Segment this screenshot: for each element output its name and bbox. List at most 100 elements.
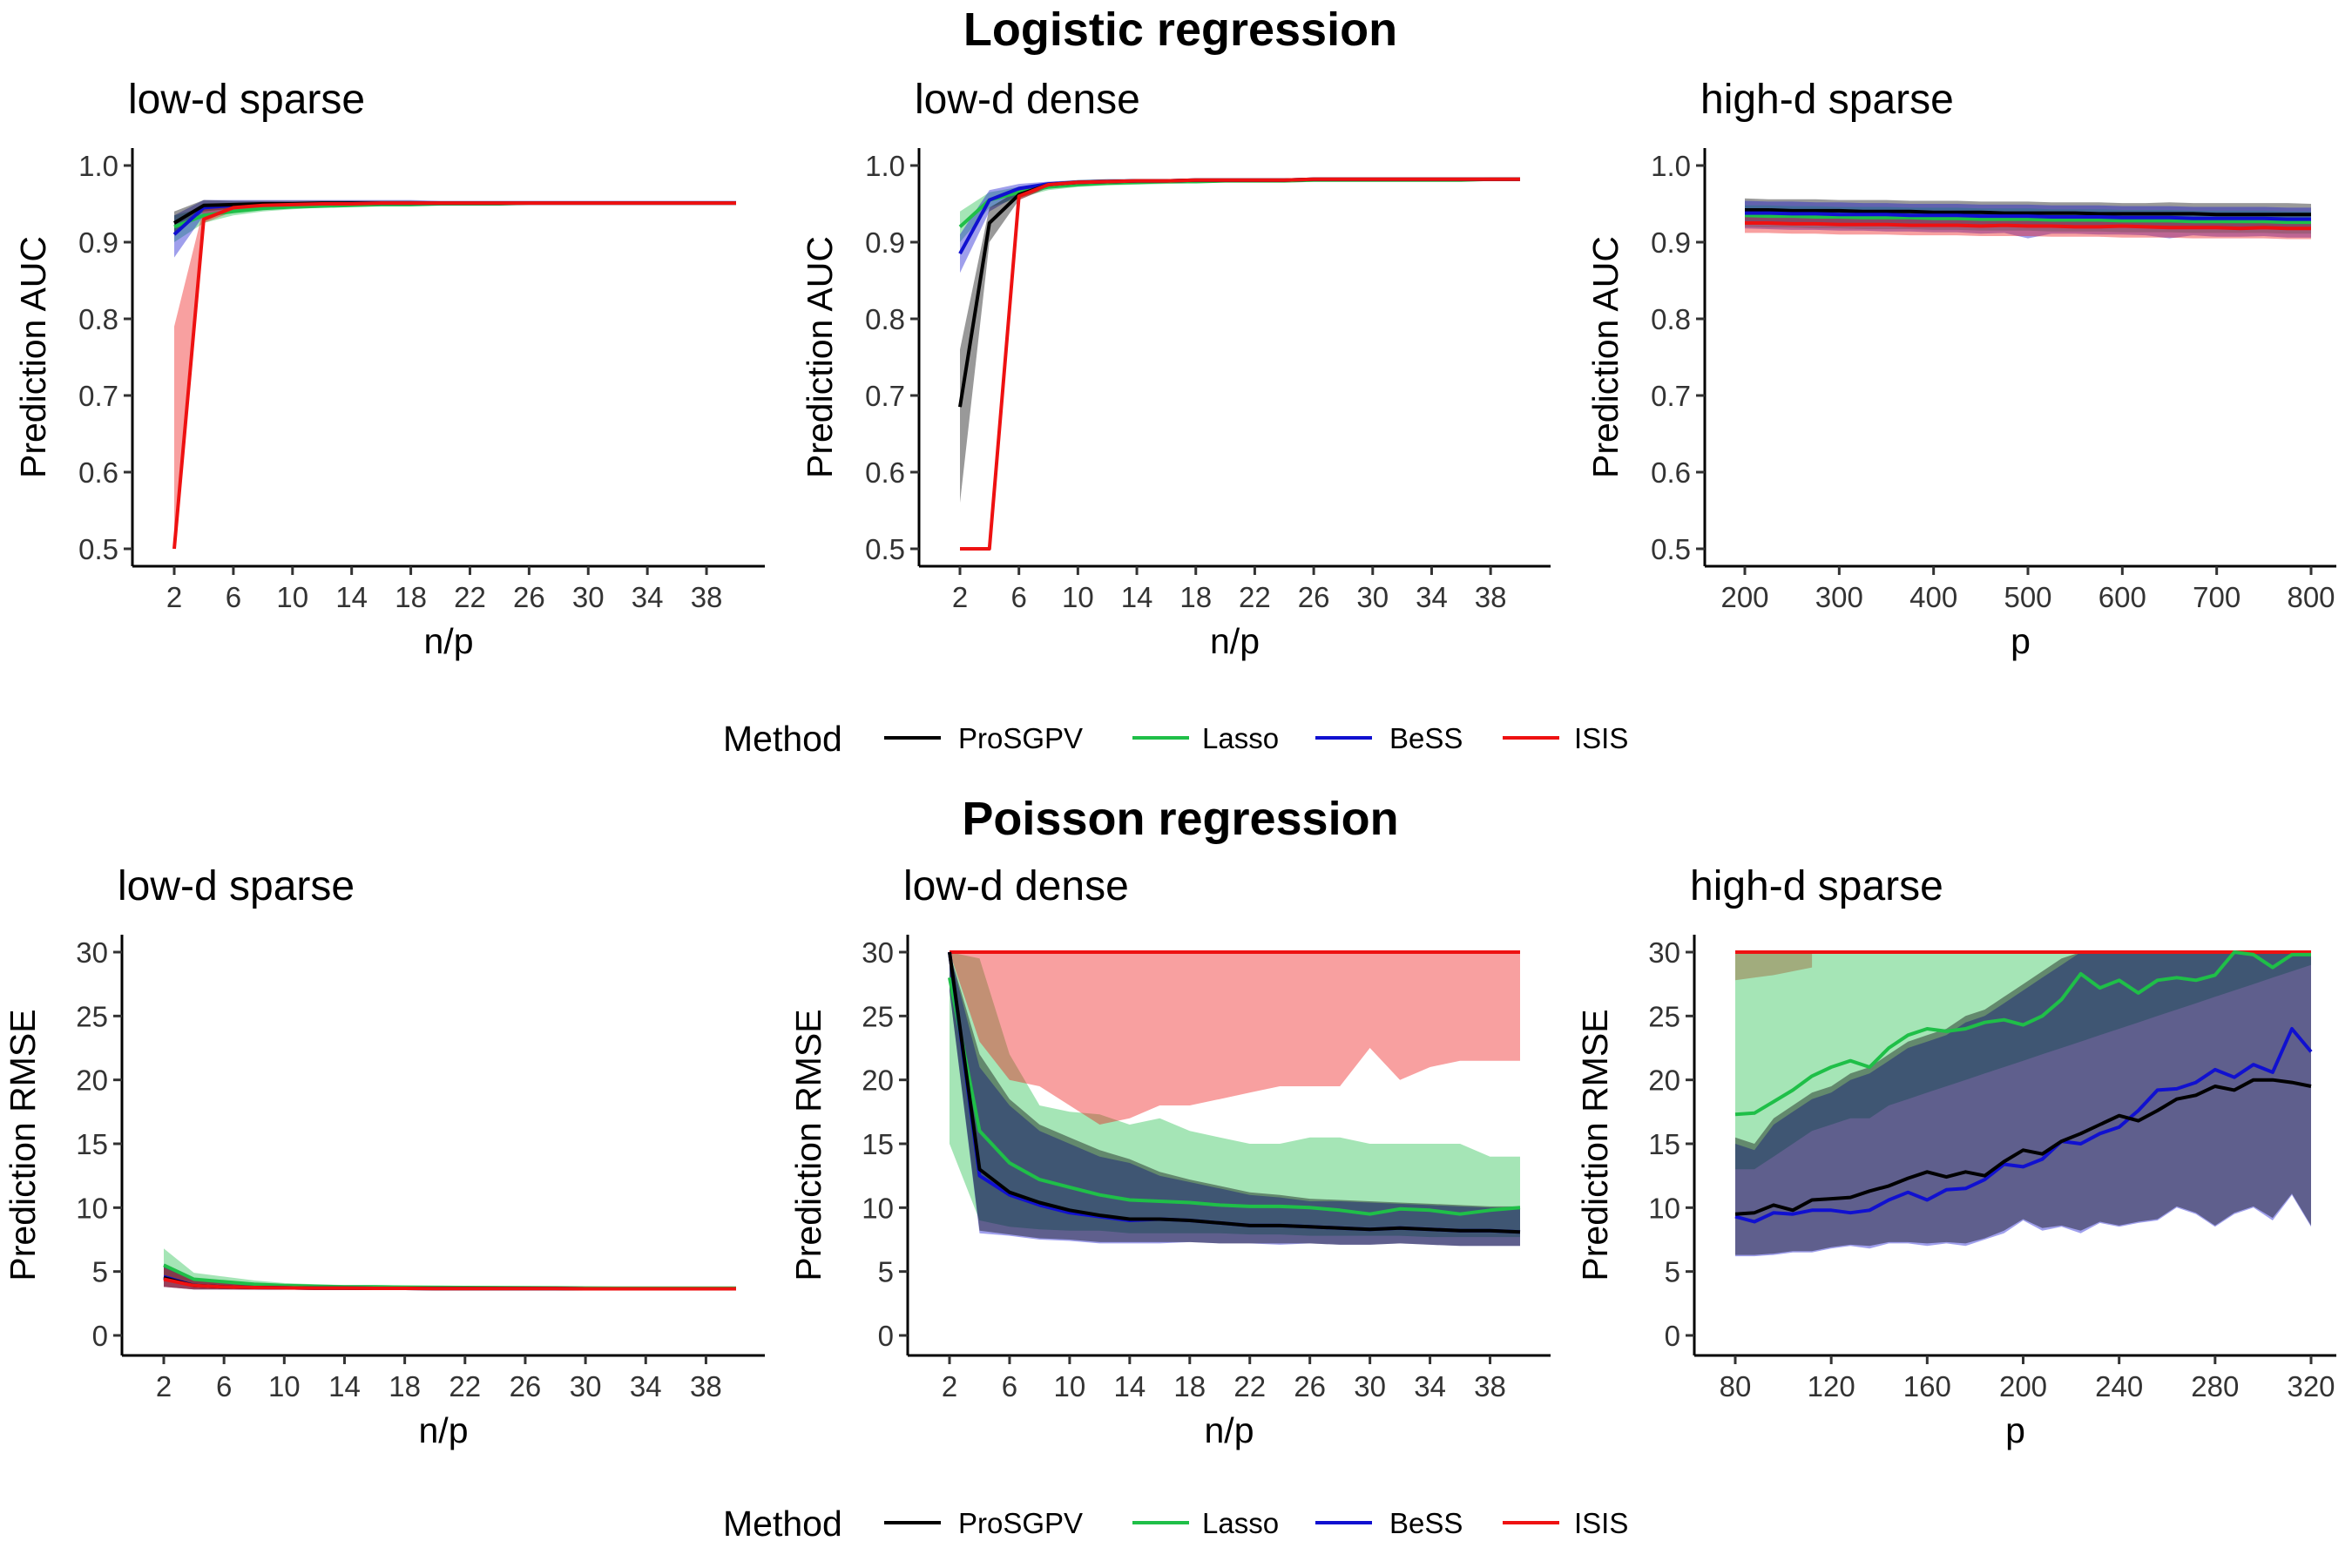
x-axis-title: n/p — [1210, 621, 1260, 661]
panel-title: low-d dense — [903, 863, 1129, 909]
legend-label-prosgpv: ProSGPV — [958, 1507, 1083, 1539]
y-tick-label: 1.0 — [865, 150, 905, 182]
x-tick-label: 2 — [166, 581, 182, 613]
x-tick-label: 22 — [1233, 1370, 1266, 1402]
y-tick-label: 1.0 — [1651, 150, 1691, 182]
x-tick-label: 10 — [276, 581, 308, 613]
x-tick-label: 320 — [2287, 1370, 2335, 1402]
legend-bottom: Method ProSGPV Lasso BeSS ISIS — [723, 1504, 1628, 1544]
y-tick-label: 30 — [1648, 936, 1680, 969]
x-tick-label: 34 — [1416, 581, 1448, 613]
y-tick-label: 5 — [878, 1256, 894, 1288]
x-tick-label: 10 — [1062, 581, 1094, 613]
x-tick-label: 6 — [1002, 1370, 1017, 1402]
band-bess — [1735, 952, 2311, 1257]
section-title-logistic: Logistic regression — [963, 3, 1397, 56]
x-tick-label: 26 — [1294, 1370, 1326, 1402]
x-tick-label: 280 — [2191, 1370, 2239, 1402]
y-tick-label: 30 — [862, 936, 894, 969]
line-bess — [1734, 1027, 2313, 1224]
band-prosgpv — [1735, 952, 2311, 1255]
x-tick-label: 22 — [454, 581, 486, 613]
x-axis-title: n/p — [424, 621, 474, 661]
panel-title: high-d sparse — [1690, 863, 1943, 909]
x-tick-label: 26 — [1298, 581, 1330, 613]
x-tick-label: 2 — [952, 581, 968, 613]
legend-label-lasso: Lasso — [1202, 1507, 1279, 1539]
x-tick-label: 34 — [632, 581, 664, 613]
x-axis-title: n/p — [419, 1410, 469, 1450]
band-lasso — [1735, 952, 2311, 1170]
band-isis — [960, 178, 1520, 549]
x-tick-label: 160 — [1903, 1370, 1951, 1402]
x-tick-label: 30 — [1354, 1370, 1386, 1402]
legend-label-lasso: Lasso — [1202, 722, 1279, 754]
legend-label-bess: BeSS — [1389, 1507, 1463, 1539]
panel-poisson-regression-high-d-sparse: high-d sparse 0 5 10 15 20 25 30 80 120 160 200 240 2… — [1575, 863, 2336, 1450]
y-tick-label: 0.7 — [78, 380, 118, 412]
plot-area — [163, 1248, 736, 1291]
panel-title: low-d dense — [915, 77, 1140, 123]
y-tick-label: 0 — [878, 1320, 894, 1352]
x-tick-label: 18 — [1179, 581, 1212, 613]
band-isis — [1735, 952, 1813, 981]
x-tick-label: 2 — [942, 1370, 957, 1402]
x-tick-label: 400 — [1909, 581, 1957, 613]
legend-title: Method — [723, 1504, 842, 1544]
x-tick-label: 38 — [1475, 581, 1507, 613]
x-tick-label: 10 — [268, 1370, 301, 1402]
x-tick-label: 14 — [1121, 581, 1153, 613]
line-isis — [960, 177, 1520, 551]
panel-title: high-d sparse — [1700, 77, 1954, 123]
x-tick-label: 18 — [395, 581, 427, 613]
y-tick-label: 0.8 — [1651, 303, 1691, 335]
line-isis — [163, 1277, 736, 1291]
y-tick-label: 5 — [1665, 1256, 1680, 1288]
y-tick-label: 10 — [76, 1192, 108, 1224]
x-axis-title: p — [2005, 1410, 2025, 1450]
y-tick-label: 25 — [76, 1000, 108, 1032]
line-lasso — [163, 1263, 736, 1290]
x-tick-label: 240 — [2095, 1370, 2143, 1402]
y-tick-label: 0 — [1665, 1320, 1680, 1352]
y-tick-label: 0.7 — [1651, 380, 1691, 412]
y-tick-label: 0.9 — [78, 226, 118, 259]
y-tick-label: 20 — [1648, 1064, 1680, 1097]
legend-label-prosgpv: ProSGPV — [958, 722, 1083, 754]
x-tick-label: 120 — [1808, 1370, 1855, 1402]
band-bess — [960, 178, 1520, 274]
y-tick-label: 0.6 — [865, 456, 905, 489]
plot-area — [948, 950, 1521, 1247]
y-tick-label: 0.9 — [1651, 226, 1691, 259]
y-axis-title: Prediction RMSE — [788, 1009, 828, 1281]
y-axis-title: Prediction RMSE — [3, 1009, 43, 1281]
x-tick-label: 30 — [1356, 581, 1389, 613]
panel-title: low-d sparse — [118, 863, 355, 909]
legend-label-bess: BeSS — [1389, 722, 1463, 754]
plot-area — [1744, 198, 2311, 240]
y-tick-label: 0.9 — [865, 226, 905, 259]
x-tick-label: 38 — [691, 581, 723, 613]
line-prosgpv — [958, 177, 1520, 408]
x-tick-label: 18 — [1173, 1370, 1206, 1402]
legend-label-isis: ISIS — [1574, 1507, 1628, 1539]
band-prosgpv — [960, 178, 1520, 504]
y-tick-label: 25 — [1648, 1000, 1680, 1032]
y-tick-label: 15 — [862, 1128, 894, 1160]
y-tick-label: 0.7 — [865, 380, 905, 412]
line-bess — [1745, 211, 2311, 221]
plot-area — [958, 177, 1520, 551]
x-tick-label: 38 — [1474, 1370, 1506, 1402]
x-tick-label: 500 — [2004, 581, 2051, 613]
band-lasso — [950, 952, 1520, 1238]
y-tick-label: 0.5 — [1651, 533, 1691, 565]
x-tick-label: 14 — [328, 1370, 361, 1402]
y-tick-label: 15 — [1648, 1128, 1680, 1160]
x-tick-label: 26 — [510, 1370, 542, 1402]
y-tick-label: 0.6 — [78, 456, 118, 489]
y-axis-title: Prediction AUC — [800, 236, 840, 478]
x-tick-label: 700 — [2193, 581, 2240, 613]
